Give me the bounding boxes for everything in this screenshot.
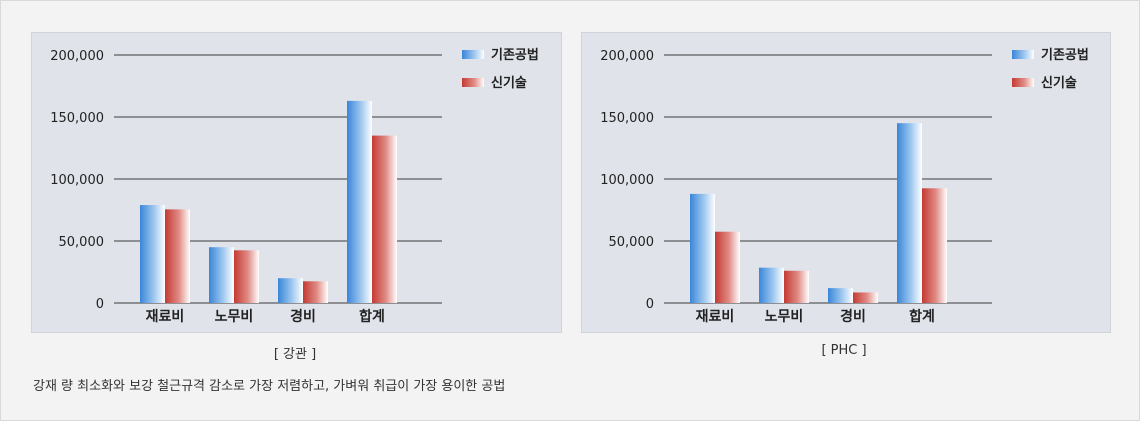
- chart-panel-steel-pipe: 0 50,000 100,000 150,000 200,000 재료비 노무비 경비 합계 기존…: [31, 32, 562, 333]
- bar-new-2: [853, 292, 878, 303]
- chart-caption-phc: [ PHC ]: [821, 343, 867, 358]
- bar-new-3: [922, 188, 947, 303]
- x-category-label: 노무비: [215, 309, 254, 325]
- legend-label: 기존공법: [491, 47, 539, 63]
- x-category-label: 재료비: [146, 309, 185, 325]
- chart-caption-steel-pipe: [ 강관 ]: [273, 347, 317, 362]
- y-tick-label: 50,000: [609, 235, 655, 250]
- bar-new-0: [715, 231, 740, 303]
- x-category-label: 합계: [359, 308, 385, 325]
- bar-new-2: [303, 281, 328, 303]
- legend-swatch: [462, 50, 484, 59]
- x-category-label: 노무비: [765, 309, 804, 325]
- description-note: 강재 량 최소화와 보강 철근규격 감소로 가장 저렴하고, 가벼워 취급이 가…: [33, 379, 506, 394]
- legend-label: 신기술: [1041, 76, 1077, 91]
- bar-new-3: [372, 135, 397, 303]
- chart-panel-phc: 0 50,000 100,000 150,000 200,000 재료비 노무비 경비 합계 기존…: [581, 32, 1111, 333]
- x-category-label: 합계: [909, 308, 935, 325]
- bar-existing-2: [828, 288, 853, 303]
- legend-label: 기존공법: [1041, 47, 1089, 63]
- y-tick-label: 0: [646, 297, 654, 312]
- y-tick-label: 150,000: [600, 111, 654, 126]
- bar-existing-1: [759, 267, 784, 303]
- legend-swatch: [1012, 50, 1034, 59]
- bar-new-1: [234, 250, 259, 303]
- y-tick-label: 100,000: [50, 173, 104, 188]
- y-tick-label: 50,000: [59, 235, 105, 250]
- bar-chart-phc: 0 50,000 100,000 150,000 200,000 재료비 노무비 경비 합계 기존…: [600, 47, 1089, 325]
- y-tick-label: 200,000: [50, 49, 104, 64]
- legend-swatch: [462, 78, 484, 87]
- x-category-label: 경비: [840, 308, 866, 325]
- y-tick-label: 200,000: [600, 49, 654, 64]
- x-category-label: 경비: [290, 308, 316, 325]
- bar-existing-3: [897, 123, 922, 303]
- bar-existing-0: [140, 205, 165, 303]
- y-tick-label: 0: [96, 297, 104, 312]
- legend-label: 신기술: [491, 76, 527, 91]
- bar-existing-3: [347, 100, 372, 303]
- legend-swatch: [1012, 78, 1034, 87]
- bar-new-1: [784, 270, 809, 303]
- x-category-label: 재료비: [696, 309, 735, 325]
- bar-chart-steel-pipe: 0 50,000 100,000 150,000 200,000 재료비 노무비 경비 합계 기존…: [50, 47, 539, 325]
- bar-new-0: [165, 209, 190, 303]
- bar-existing-2: [278, 278, 303, 303]
- bar-existing-0: [690, 193, 715, 303]
- y-tick-label: 100,000: [600, 173, 654, 188]
- y-tick-label: 150,000: [50, 111, 104, 126]
- bar-existing-1: [209, 247, 234, 303]
